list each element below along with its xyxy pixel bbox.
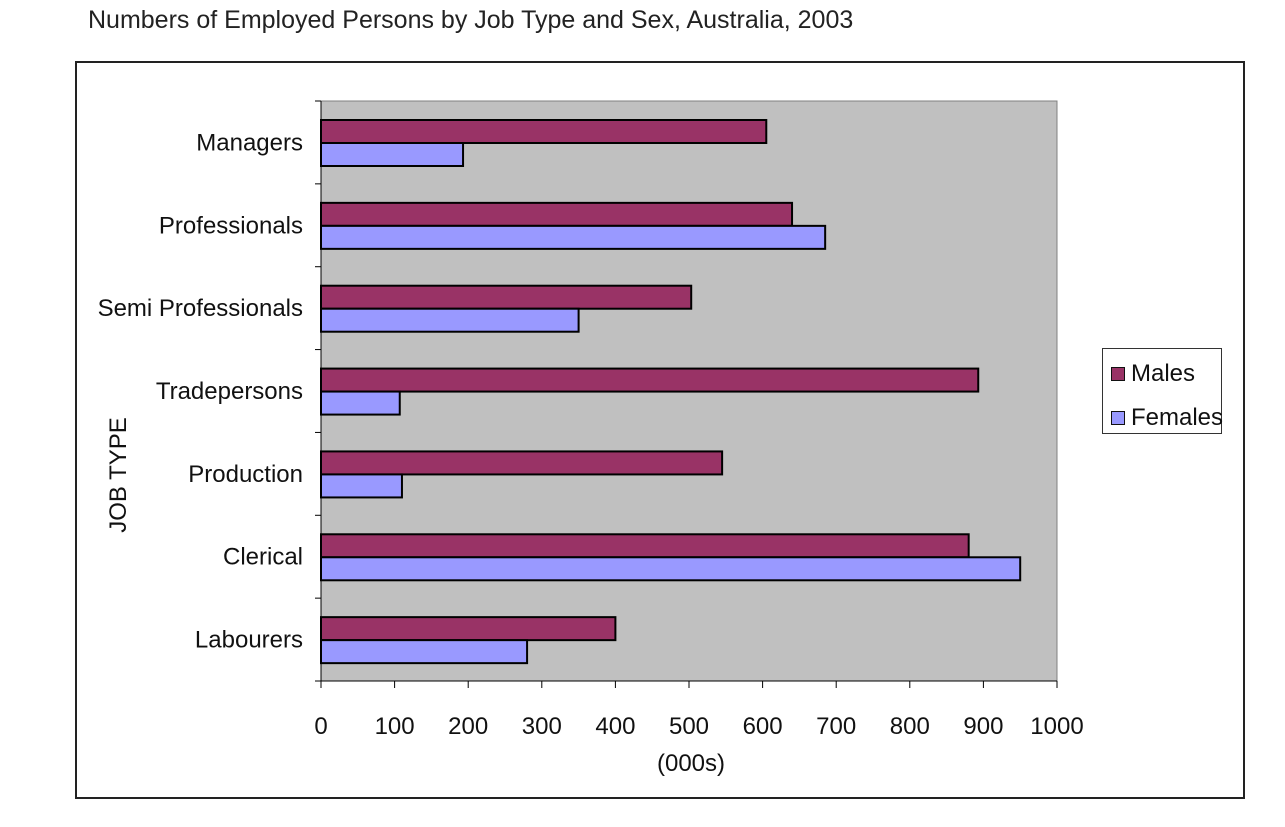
bar-females-production [320, 473, 403, 499]
x-tick-label: 300 [522, 713, 562, 740]
category-label: Clerical [223, 544, 303, 571]
x-tick-label: 400 [595, 713, 635, 740]
bar-females-semi-professionals [320, 307, 580, 333]
category-label: Production [188, 461, 303, 488]
bar-males-production [320, 450, 724, 476]
category-label: Tradepersons [156, 378, 303, 405]
legend: Males Females [1102, 348, 1223, 434]
x-tick-label: 700 [816, 713, 856, 740]
bar-females-labourers [320, 639, 529, 665]
x-tick-label: 600 [743, 713, 783, 740]
category-label: Labourers [195, 627, 303, 654]
bar-females-professionals [320, 224, 827, 250]
x-tick-label: 500 [669, 713, 709, 740]
x-tick-label: 900 [963, 713, 1003, 740]
bar-males-professionals [320, 201, 794, 227]
x-tick-labels: 0 100 200 300 400 500 600 700 800 900 1000 [314, 713, 1083, 740]
legend-label-males: Males [1131, 360, 1196, 387]
category-label: Professionals [159, 212, 303, 239]
x-tick-label: 1000 [1030, 713, 1083, 740]
x-tick-label: 100 [375, 713, 415, 740]
legend-item-females: Females [1111, 403, 1223, 433]
legend-swatch-males [1111, 367, 1125, 381]
bar-females-tradepersons [320, 390, 401, 416]
x-tick-label: 200 [448, 713, 488, 740]
page-title: Numbers of Employed Persons by Job Type … [88, 6, 854, 34]
x-axis-title: (000s) [657, 750, 725, 777]
legend-item-males: Males [1111, 359, 1195, 389]
legend-swatch-females [1111, 411, 1125, 425]
x-tick-label: 0 [314, 713, 327, 740]
axes-group [315, 100, 1058, 688]
bar-females-clerical [320, 556, 1022, 582]
bar-males-tradepersons [320, 367, 980, 393]
bar-males-clerical [320, 533, 970, 559]
legend-label-females: Females [1131, 404, 1224, 431]
y-axis-title: JOB TYPE [105, 417, 132, 533]
category-labels: Managers Professionals Semi Professionals T… [98, 129, 303, 653]
bar-males-managers [320, 119, 768, 144]
bar-females-managers [320, 142, 465, 167]
category-label: Semi Professionals [98, 295, 303, 322]
bars-group [320, 119, 1022, 665]
bar-males-semi-professionals [320, 284, 693, 310]
x-tick-label: 800 [890, 713, 930, 740]
bar-males-labourers [320, 616, 617, 642]
category-label: Managers [196, 129, 303, 156]
